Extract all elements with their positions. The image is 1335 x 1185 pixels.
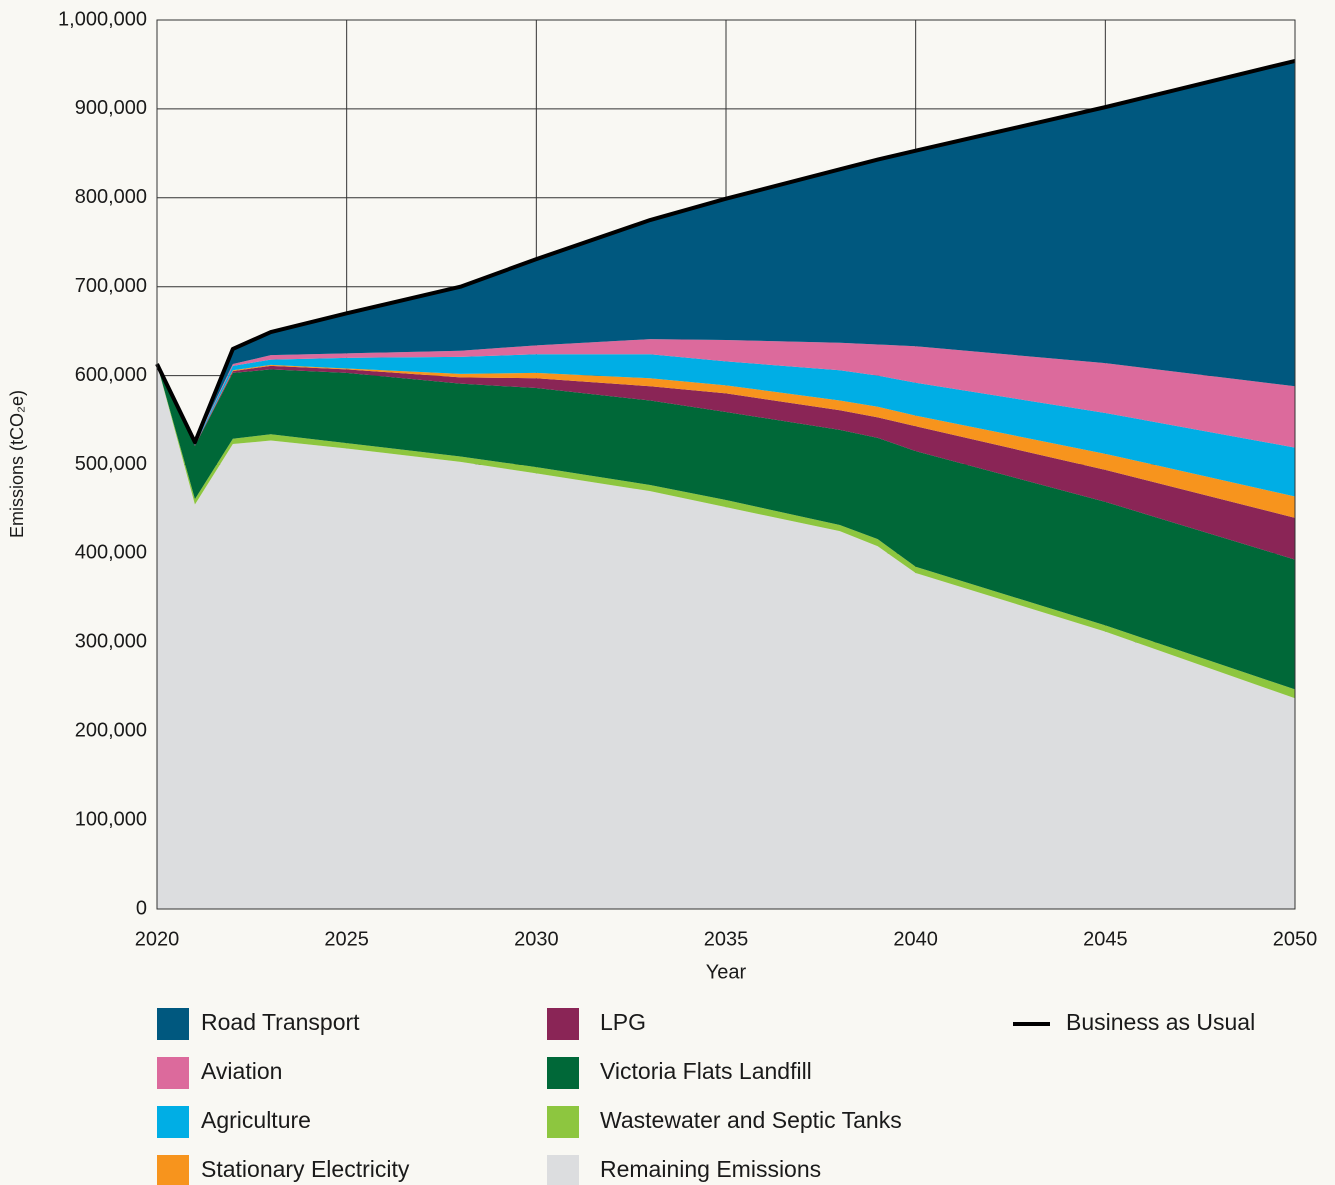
area bbox=[157, 339, 1295, 448]
legend-label: Agriculture bbox=[201, 1107, 311, 1133]
x-tick-label: 2040 bbox=[893, 928, 938, 950]
y-tick-label: 1,000,000 bbox=[58, 8, 147, 30]
legend-swatch bbox=[547, 1106, 579, 1138]
y-tick-label: 0 bbox=[136, 897, 147, 919]
y-tick-label: 700,000 bbox=[75, 275, 147, 297]
line bbox=[155, 58, 1296, 445]
y-tick-label: 600,000 bbox=[75, 364, 147, 386]
legend-label: Victoria Flats Landfill bbox=[600, 1058, 812, 1084]
legend-swatch bbox=[157, 1008, 189, 1040]
y-tick-label: 900,000 bbox=[75, 97, 147, 119]
plot-frame bbox=[156, 19, 1296, 910]
x-tick-label: 2045 bbox=[1083, 928, 1128, 950]
y-axis-label: Emissions (tCO₂e) bbox=[7, 390, 27, 538]
x-axis-label: Year bbox=[706, 961, 747, 983]
y-tick-label: 300,000 bbox=[75, 631, 147, 653]
legend-swatch bbox=[157, 1057, 189, 1089]
area bbox=[157, 364, 1295, 910]
legend-swatch bbox=[547, 1057, 579, 1089]
legend-swatch bbox=[157, 1155, 189, 1185]
area bbox=[157, 364, 1295, 560]
x-tick-label: 2035 bbox=[704, 928, 749, 950]
legend-swatch bbox=[547, 1155, 579, 1185]
y-tick-label: 200,000 bbox=[75, 719, 147, 741]
y-tick-label: 400,000 bbox=[75, 542, 147, 564]
area bbox=[157, 60, 1295, 444]
legend-label: Road Transport bbox=[201, 1009, 360, 1035]
y-tick-label: 100,000 bbox=[75, 808, 147, 830]
areas bbox=[157, 60, 1295, 910]
legend-label: Business as Usual bbox=[1066, 1009, 1255, 1035]
area bbox=[157, 354, 1295, 497]
y-tick-label: 500,000 bbox=[75, 453, 147, 475]
legend: Road Transport Aviation Agriculture Station… bbox=[157, 1008, 1255, 1185]
x-tick-label: 2020 bbox=[135, 928, 180, 950]
legend-label: Stationary Electricity bbox=[201, 1156, 410, 1182]
legend-swatch bbox=[547, 1008, 579, 1040]
area bbox=[157, 364, 1295, 690]
legend-label: Remaining Emissions bbox=[600, 1156, 821, 1182]
x-tick-label: 2025 bbox=[324, 928, 369, 950]
x-tick-label: 2050 bbox=[1273, 928, 1318, 950]
legend-label: LPG bbox=[600, 1009, 646, 1035]
legend-label: Wastewater and Septic Tanks bbox=[600, 1107, 902, 1133]
legend-label: Aviation bbox=[201, 1058, 282, 1084]
x-tick-label: 2030 bbox=[514, 928, 559, 950]
overlay bbox=[155, 19, 1296, 910]
legend-swatch bbox=[157, 1106, 189, 1138]
y-tick-label: 800,000 bbox=[75, 186, 147, 208]
